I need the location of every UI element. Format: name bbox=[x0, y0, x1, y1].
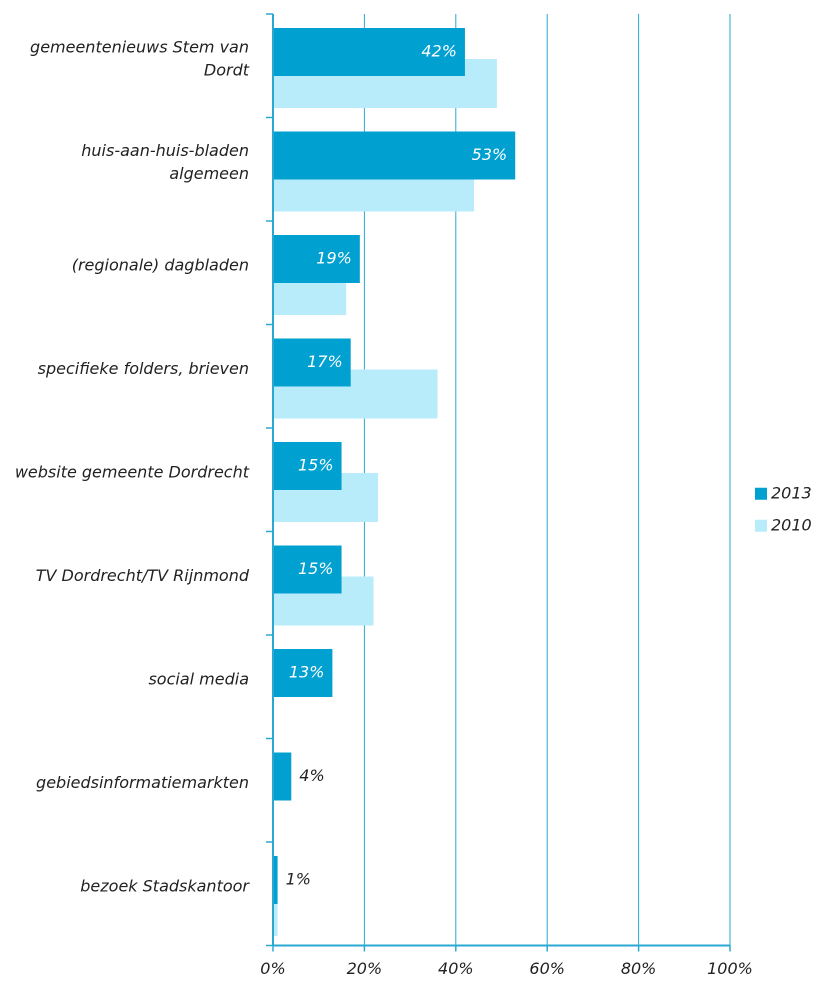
y-tick-label: huis-aan-huis-bladen algemeen bbox=[81, 140, 249, 182]
bar bbox=[273, 442, 342, 490]
bar bbox=[273, 545, 342, 594]
bar bbox=[273, 338, 351, 387]
legend-swatch bbox=[755, 487, 767, 500]
value-label: 17% bbox=[307, 352, 343, 371]
y-tick-label: social media bbox=[148, 669, 249, 688]
value-label: 1% bbox=[286, 870, 311, 889]
x-tick-label: 60% bbox=[529, 959, 565, 978]
y-tick-label: TV Dordrecht/TV Rijnmond bbox=[36, 566, 250, 585]
value-label: 15% bbox=[298, 456, 334, 475]
value-label: 4% bbox=[299, 766, 324, 785]
value-label: 13% bbox=[289, 663, 325, 682]
legend-swatch bbox=[755, 519, 767, 532]
bar bbox=[273, 28, 465, 76]
y-tick-label: specifieke folders, brieven bbox=[38, 359, 249, 378]
x-tick-label: 40% bbox=[438, 959, 474, 978]
bar bbox=[273, 235, 360, 283]
bar bbox=[273, 887, 278, 936]
bar bbox=[273, 131, 516, 180]
y-tick-label: gemeentenieuws Stem van Dordt bbox=[30, 37, 250, 79]
bar bbox=[273, 856, 278, 904]
bar bbox=[273, 649, 333, 697]
y-tick-label: bezoek Stadskantoor bbox=[80, 876, 250, 895]
legend-label: 2010 bbox=[771, 515, 812, 534]
x-tick-label: 20% bbox=[347, 959, 383, 978]
y-tick-label: gebiedsinformatiemarkten bbox=[36, 773, 249, 792]
value-label: 15% bbox=[298, 559, 334, 578]
x-tick-label: 80% bbox=[621, 959, 657, 978]
x-tick-label: 0% bbox=[260, 959, 285, 978]
value-label: 19% bbox=[316, 249, 352, 268]
legend-label: 2013 bbox=[771, 483, 812, 502]
value-label: 42% bbox=[421, 42, 457, 61]
y-tick-label: (regionale) dagbladen bbox=[72, 255, 249, 274]
value-label: 53% bbox=[472, 145, 508, 164]
bar bbox=[273, 752, 292, 801]
x-tick-label: 100% bbox=[707, 959, 753, 978]
y-tick-label: website gemeente Dordrecht bbox=[15, 462, 250, 481]
